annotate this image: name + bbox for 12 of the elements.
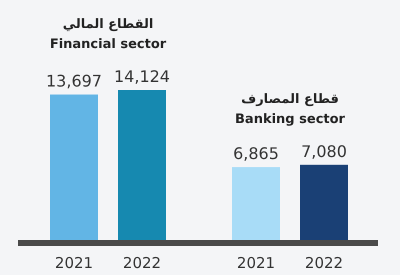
data-label: 6,865 — [233, 144, 279, 164]
x-tick-label: 2022 — [304, 254, 344, 272]
data-label: 14,124 — [114, 67, 170, 86]
x-tick-label: 2021 — [236, 254, 276, 272]
text: Financial sector — [50, 37, 167, 52]
annotation: Banking sector — [235, 112, 346, 127]
data-label: 7,080 — [301, 142, 347, 161]
data-label: 13,697 — [46, 72, 102, 91]
x-tick-label: 2022 — [122, 254, 162, 272]
x-tick-label: 2021 — [54, 254, 94, 272]
annotation: قطاع المصارف — [241, 92, 339, 107]
text: القطاع المالي — [62, 17, 154, 32]
